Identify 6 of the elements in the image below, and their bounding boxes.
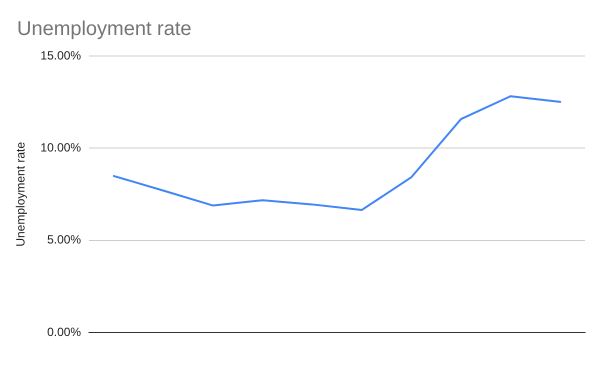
y-tick-label: 15.00% [40, 48, 82, 62]
y-axis-title: Unemployment rate [14, 142, 28, 247]
y-tick-label: 0.00% [47, 324, 82, 339]
chart-title: Unemployment rate [17, 18, 192, 41]
y-tick-label: 5.00% [47, 232, 82, 247]
y-tick-label: 10.00% [40, 140, 82, 155]
